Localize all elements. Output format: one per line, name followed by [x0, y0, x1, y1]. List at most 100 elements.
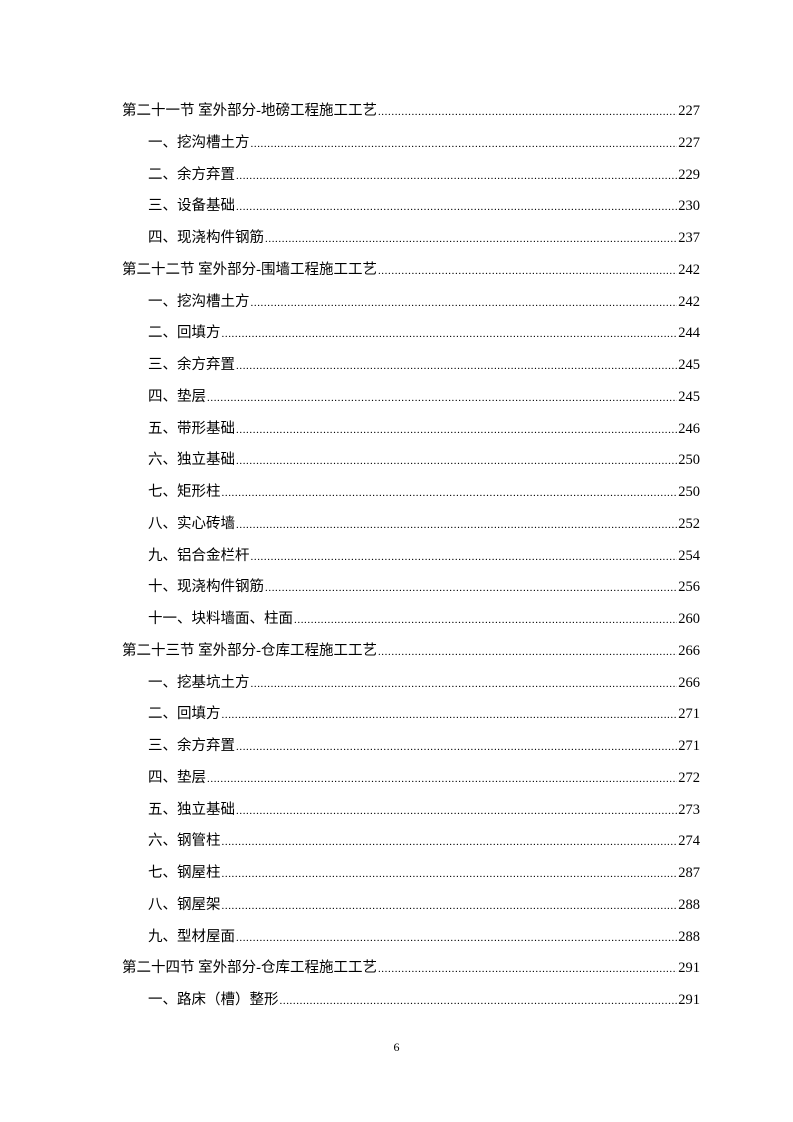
toc-entry-page: 237	[678, 230, 700, 246]
toc-entry-page: 291	[678, 960, 700, 977]
toc-subsection-entry[interactable]: 九、型材屋面 288	[122, 925, 700, 957]
toc-subsection-entry[interactable]: 三、设备基础 230	[122, 194, 700, 226]
toc-subsection-entry[interactable]: 五、带形基础 246	[122, 417, 700, 449]
toc-entry-page: 244	[678, 325, 700, 342]
toc-entry-page: 274	[678, 833, 700, 850]
dot-leader	[236, 734, 677, 759]
toc-subsection-entry[interactable]: 六、独立基础 250	[122, 448, 700, 480]
toc-entry-page: 272	[678, 769, 700, 786]
dot-leader	[236, 353, 677, 378]
toc-subsection-entry[interactable]: 五、独立基础 273	[122, 798, 700, 830]
dot-leader	[236, 448, 677, 473]
toc-entry-page: 245	[678, 388, 700, 405]
toc-subsection-entry[interactable]: 七、钢屋柱 287	[122, 861, 700, 893]
dot-leader	[222, 861, 678, 886]
toc-entry-page: 266	[678, 674, 700, 691]
toc-section-entry[interactable]: 第二十一节 室外部分-地磅工程施工工艺 227	[122, 99, 700, 131]
toc-entry-page: 273	[678, 801, 700, 818]
dot-leader	[236, 925, 677, 950]
toc-entry-title: 五、独立基础	[148, 801, 235, 818]
toc-entry-page: 245	[678, 357, 700, 373]
dot-leader	[207, 385, 677, 410]
dot-leader	[378, 99, 677, 124]
toc-subsection-entry[interactable]: 二、余方弃置 229	[122, 163, 700, 195]
dot-leader	[294, 607, 677, 632]
toc-entry-page: 254	[678, 547, 700, 564]
toc-entry-title: 十、现浇构件钢筋	[148, 579, 264, 596]
toc-entry-title: 七、钢屋柱	[148, 865, 221, 881]
dot-leader	[236, 798, 677, 823]
toc-subsection-entry[interactable]: 八、实心砖墙 252	[122, 512, 700, 544]
toc-subsection-entry[interactable]: 二、回填方 271	[122, 702, 700, 734]
toc-entry-page: 288	[678, 896, 700, 913]
dot-leader	[265, 226, 677, 251]
toc-subsection-entry[interactable]: 四、垫层 272	[122, 766, 700, 798]
toc-entry-title: 第二十一节 室外部分-地磅工程施工工艺	[122, 103, 377, 119]
toc-entry-page: 246	[678, 420, 700, 437]
dot-leader	[251, 290, 678, 315]
dot-leader	[207, 766, 677, 791]
toc-entry-title: 四、垫层	[148, 769, 206, 786]
toc-subsection-entry[interactable]: 一、挖沟槽土方 227	[122, 131, 700, 163]
toc-section-entry[interactable]: 第二十三节 室外部分-仓库工程施工工艺 266	[122, 639, 700, 671]
toc-entry-title: 第二十三节 室外部分-仓库工程施工工艺	[122, 642, 377, 659]
toc-subsection-entry[interactable]: 二、回填方 244	[122, 321, 700, 353]
page-number: 6	[393, 1040, 400, 1054]
dot-leader	[378, 956, 677, 981]
toc-entry-page: 229	[678, 166, 700, 183]
dot-leader	[222, 893, 678, 918]
dot-leader	[222, 480, 678, 505]
toc-subsection-entry[interactable]: 四、现浇构件钢筋 237	[122, 226, 700, 258]
toc-subsection-entry[interactable]: 四、垫层 245	[122, 385, 700, 417]
dot-leader	[222, 702, 678, 727]
toc-section-entry[interactable]: 第二十四节 室外部分-仓库工程施工工艺 291	[122, 956, 700, 988]
toc-subsection-entry[interactable]: 九、铝合金栏杆 254	[122, 544, 700, 576]
dot-leader	[251, 131, 678, 156]
toc-entry-title: 九、铝合金栏杆	[148, 547, 250, 564]
toc-subsection-entry[interactable]: 一、挖沟槽土方 242	[122, 290, 700, 322]
toc-entry-page: 288	[678, 928, 700, 945]
toc-subsection-entry[interactable]: 一、挖基坑土方 266	[122, 671, 700, 703]
dot-leader	[236, 512, 677, 537]
toc-entry-title: 一、路床（槽）整形	[148, 992, 279, 1008]
toc-section-entry[interactable]: 第二十二节 室外部分-围墙工程施工工艺 242	[122, 258, 700, 290]
toc-entry-title: 二、余方弃置	[148, 166, 235, 183]
toc-subsection-entry[interactable]: 八、钢屋架 288	[122, 893, 700, 925]
toc-entry-title: 六、独立基础	[148, 452, 235, 469]
toc-subsection-entry[interactable]: 六、钢管柱 274	[122, 829, 700, 861]
toc-entry-title: 一、挖沟槽土方	[148, 293, 250, 310]
toc-entry-page: 250	[678, 484, 700, 500]
toc-subsection-entry[interactable]: 十一、块料墙面、柱面 260	[122, 607, 700, 639]
toc-subsection-entry[interactable]: 三、余方弃置 271	[122, 734, 700, 766]
toc-entry-page: 256	[678, 579, 700, 596]
toc-subsection-entry[interactable]: 十、现浇构件钢筋 256	[122, 575, 700, 607]
toc-entry-title: 七、矩形柱	[148, 484, 221, 500]
dot-leader	[236, 163, 677, 188]
toc-subsection-entry[interactable]: 三、余方弃置 245	[122, 353, 700, 385]
toc-entry-title: 三、余方弃置	[148, 738, 235, 754]
toc-entry-title: 三、余方弃置	[148, 357, 235, 373]
toc-entry-page: 291	[678, 992, 700, 1008]
toc-entry-page: 271	[678, 706, 700, 723]
toc-entry-title: 八、实心砖墙	[148, 515, 235, 532]
toc-entry-title: 一、挖沟槽土方	[148, 134, 250, 151]
toc-entry-page: 242	[678, 261, 700, 278]
toc-entry-title: 二、回填方	[148, 706, 221, 723]
toc-entry-title: 三、设备基础	[148, 198, 235, 215]
toc-subsection-entry[interactable]: 七、矩形柱 250	[122, 480, 700, 512]
toc-entry-title: 九、型材屋面	[148, 928, 235, 945]
toc-entry-title: 第二十二节 室外部分-围墙工程施工工艺	[122, 261, 377, 278]
toc-entry-page: 227	[678, 134, 700, 151]
dot-leader	[251, 544, 678, 569]
toc-entry-title: 二、回填方	[148, 325, 221, 342]
toc-entry-page: 250	[678, 452, 700, 469]
toc-entry-title: 十一、块料墙面、柱面	[148, 611, 293, 627]
dot-leader	[222, 829, 678, 854]
dot-leader	[265, 575, 677, 600]
toc-entry-page: 230	[678, 198, 700, 215]
toc-entry-page: 266	[678, 642, 700, 659]
toc-entry-title: 第二十四节 室外部分-仓库工程施工工艺	[122, 960, 377, 977]
toc-subsection-entry[interactable]: 一、路床（槽）整形 291	[122, 988, 700, 1020]
toc-entry-title: 六、钢管柱	[148, 833, 221, 850]
toc-entry-page: 252	[678, 515, 700, 532]
